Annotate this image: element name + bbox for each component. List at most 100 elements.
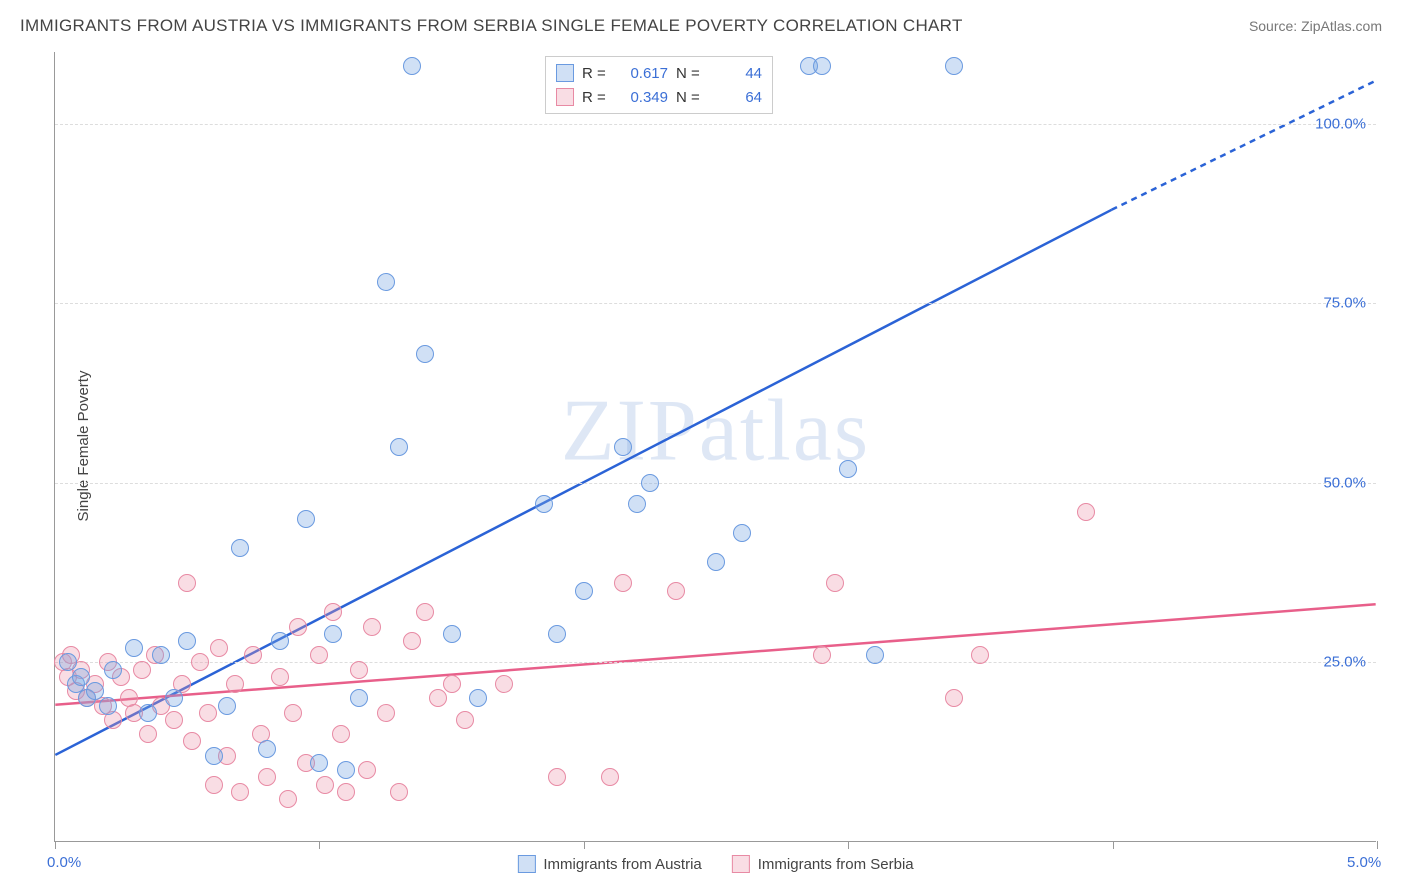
scatter-point-serbia [284, 704, 302, 722]
scatter-point-serbia [178, 574, 196, 592]
swatch-serbia [556, 88, 574, 106]
scatter-point-austria [866, 646, 884, 664]
correlation-legend: R = 0.617 N = 44 R = 0.349 N = 64 [545, 56, 773, 114]
scatter-point-serbia [390, 783, 408, 801]
scatter-point-austria [231, 539, 249, 557]
ytick-label: 25.0% [1323, 654, 1366, 671]
n-value-austria: 44 [712, 65, 762, 82]
scatter-point-austria [350, 689, 368, 707]
scatter-point-austria [733, 524, 751, 542]
legend-item-serbia: Immigrants from Serbia [732, 855, 914, 873]
legend-item-austria: Immigrants from Austria [517, 855, 701, 873]
scatter-point-austria [258, 740, 276, 758]
scatter-point-serbia [945, 689, 963, 707]
scatter-point-austria [99, 697, 117, 715]
scatter-point-austria [813, 57, 831, 75]
scatter-point-serbia [363, 618, 381, 636]
scatter-point-austria [324, 625, 342, 643]
xtick-label: 5.0% [1347, 854, 1381, 871]
scatter-point-serbia [133, 661, 151, 679]
scatter-point-austria [86, 682, 104, 700]
trend-lines [55, 52, 1376, 841]
gridline-h [55, 124, 1376, 125]
scatter-point-serbia [826, 574, 844, 592]
scatter-point-serbia [443, 675, 461, 693]
scatter-point-austria [575, 582, 593, 600]
n-value-serbia: 64 [712, 89, 762, 106]
legend-row-serbia: R = 0.349 N = 64 [556, 85, 762, 109]
scatter-point-serbia [289, 618, 307, 636]
scatter-point-austria [125, 639, 143, 657]
scatter-point-serbia [210, 639, 228, 657]
xtick [319, 841, 320, 849]
scatter-point-serbia [429, 689, 447, 707]
ytick-label: 75.0% [1323, 295, 1366, 312]
watermark-text: ZIPatlas [561, 380, 870, 481]
scatter-point-austria [390, 438, 408, 456]
scatter-point-serbia [316, 776, 334, 794]
swatch-austria-icon [517, 855, 535, 873]
xtick [1113, 841, 1114, 849]
scatter-point-serbia [416, 603, 434, 621]
scatter-point-serbia [667, 582, 685, 600]
scatter-point-serbia [199, 704, 217, 722]
scatter-point-serbia [244, 646, 262, 664]
scatter-point-serbia [191, 653, 209, 671]
plot-area: ZIPatlas R = 0.617 N = 44 R = 0.349 N = … [54, 52, 1376, 842]
scatter-point-austria [945, 57, 963, 75]
swatch-serbia-icon [732, 855, 750, 873]
r-label: R = [582, 65, 610, 82]
chart-title: IMMIGRANTS FROM AUSTRIA VS IMMIGRANTS FR… [20, 16, 963, 36]
scatter-point-serbia [358, 761, 376, 779]
scatter-point-serbia [377, 704, 395, 722]
scatter-point-serbia [1077, 503, 1095, 521]
ytick-label: 100.0% [1315, 115, 1366, 132]
scatter-point-serbia [226, 675, 244, 693]
scatter-point-austria [548, 625, 566, 643]
scatter-point-austria [614, 438, 632, 456]
xtick [55, 841, 56, 849]
scatter-point-serbia [614, 574, 632, 592]
scatter-point-austria [205, 747, 223, 765]
swatch-austria [556, 64, 574, 82]
scatter-point-serbia [279, 790, 297, 808]
scatter-point-austria [165, 689, 183, 707]
scatter-point-austria [152, 646, 170, 664]
xtick [584, 841, 585, 849]
r-value-serbia: 0.349 [618, 89, 668, 106]
scatter-point-austria [641, 474, 659, 492]
scatter-point-austria [443, 625, 461, 643]
scatter-point-serbia [310, 646, 328, 664]
scatter-point-serbia [271, 668, 289, 686]
scatter-point-serbia [165, 711, 183, 729]
scatter-point-austria [403, 57, 421, 75]
scatter-point-austria [271, 632, 289, 650]
legend-label-serbia: Immigrants from Serbia [758, 856, 914, 873]
series-legend: Immigrants from Austria Immigrants from … [517, 855, 913, 873]
scatter-point-austria [104, 661, 122, 679]
r-value-austria: 0.617 [618, 65, 668, 82]
scatter-point-austria [416, 345, 434, 363]
scatter-point-serbia [971, 646, 989, 664]
scatter-point-serbia [337, 783, 355, 801]
scatter-point-serbia [495, 675, 513, 693]
n-label: N = [676, 65, 704, 82]
scatter-point-serbia [350, 661, 368, 679]
scatter-point-austria [72, 668, 90, 686]
legend-row-austria: R = 0.617 N = 44 [556, 61, 762, 85]
legend-label-austria: Immigrants from Austria [543, 856, 701, 873]
scatter-point-serbia [205, 776, 223, 794]
n-label: N = [676, 89, 704, 106]
scatter-point-serbia [231, 783, 249, 801]
scatter-point-austria [178, 632, 196, 650]
gridline-h [55, 483, 1376, 484]
scatter-point-austria [535, 495, 553, 513]
scatter-point-austria [139, 704, 157, 722]
scatter-point-serbia [324, 603, 342, 621]
scatter-point-austria [707, 553, 725, 571]
scatter-point-serbia [813, 646, 831, 664]
xtick-label: 0.0% [47, 854, 81, 871]
scatter-point-serbia [456, 711, 474, 729]
r-label: R = [582, 89, 610, 106]
scatter-point-austria [377, 273, 395, 291]
